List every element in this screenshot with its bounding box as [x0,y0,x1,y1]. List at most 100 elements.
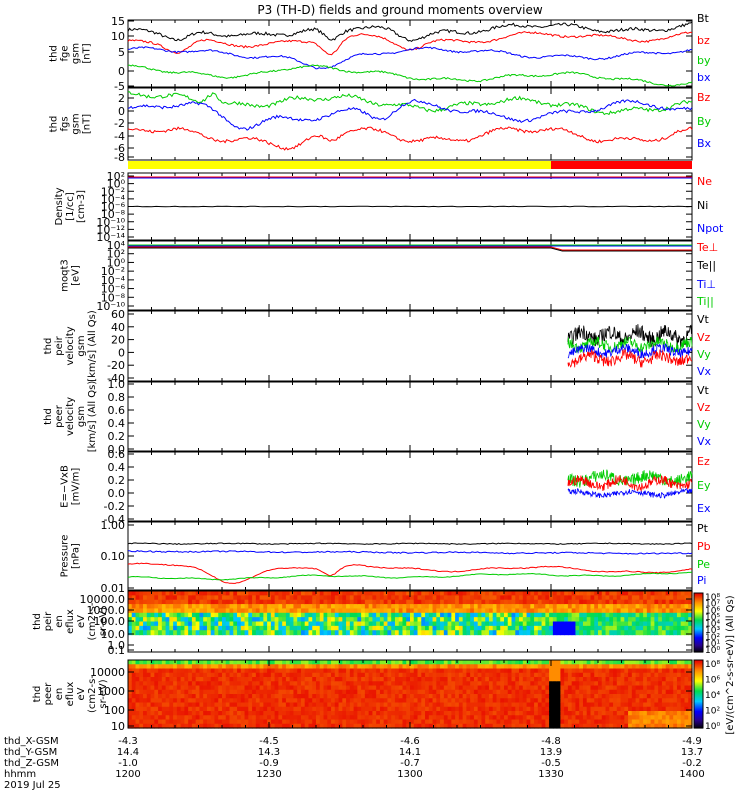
spectrogram-cell [184,595,189,601]
colorbar-cell [694,673,703,676]
colorbar-cell [694,705,703,708]
spectrogram-cell [658,668,663,674]
spectrogram-cell [146,677,152,682]
spectrogram-cell [316,630,321,636]
spectrogram-cell [312,668,317,674]
spectrogram-cell [594,677,599,682]
spectrogram-cell [436,668,441,674]
spectrogram-cell [492,621,498,627]
spectrogram-cell [545,612,550,618]
spectrogram-cell [146,702,152,708]
spectrogram-cell [650,719,655,725]
spectrogram-cell [658,711,663,716]
spectrogram-cell [368,702,373,708]
spectrogram-cell [406,604,411,610]
spectrogram-cell [511,612,516,618]
spectrogram-cell [447,685,452,691]
spectrogram-cell [541,677,546,682]
spectrogram-cell [387,599,392,605]
spectrogram-cell [327,599,332,605]
spectrogram-cell [278,660,283,665]
spectrogram-cell [440,711,445,716]
spectrogram-cell [323,677,328,682]
spectrogram-cell [515,706,520,712]
spectrogram-cell [158,681,163,687]
spectrogram-cell [575,604,580,610]
spectrogram-cell [165,660,170,665]
spectrogram-cell [278,706,283,712]
spectrogram-cell [161,630,167,636]
spectrogram-cell [519,608,524,614]
spectrogram-cell [631,591,637,596]
spectrogram-cell [624,694,629,699]
spectrogram-cell [169,711,174,716]
spectrogram-cell [579,694,584,699]
spectrogram-cell [485,711,490,716]
spectrogram-cell [500,698,505,704]
spectrogram-cell [605,672,610,678]
spectrogram-cell [601,698,607,704]
spectrogram-cell [635,677,640,682]
spectrogram-cell [255,702,261,708]
y-axis-label: velocity [65,326,76,365]
spectrogram-cell [169,694,174,699]
spectrogram-cell [361,677,366,682]
spectrogram-cell [259,672,264,678]
spectrogram-cell [515,681,520,687]
spectrogram-cell [402,672,407,678]
spectrogram-cell [338,719,343,725]
colorbar-tick-label: 10⁰ [705,646,720,656]
spectrogram-cell [334,621,340,627]
spectrogram-cell [191,681,197,687]
spectrogram-cell [421,719,426,725]
spectrogram-cell [394,719,400,725]
spectrogram-cell [135,715,140,721]
spectrogram-cell [214,672,219,678]
spectrogram-cell [665,681,671,687]
spectrogram-cell [676,599,682,605]
spectrogram-cell [436,660,441,665]
spectrogram-cell [263,677,268,682]
spectrogram-cell [631,711,637,716]
spectrogram-cell [485,681,490,687]
colorbar-cell [694,678,703,680]
spectrogram-cell [285,715,291,721]
spectrogram-cell [364,591,370,596]
spectrogram-cell [684,685,689,691]
spectrogram-cell [349,612,355,618]
spectrogram-cell [658,599,663,605]
spectrogram-cell [428,677,434,682]
spectrogram-cell [289,711,295,716]
spectrogram-cell [255,604,261,610]
spectrogram-cell [507,617,513,623]
spectrogram-cell [342,595,347,601]
spectrogram-cell [229,694,234,699]
spectrogram-cell [128,685,133,691]
spectrogram-cell [161,689,167,695]
colorbar-cell [694,670,703,672]
spectrogram-cell [214,681,219,687]
spectrogram-cell [158,668,163,674]
x-tick-label: 1400 [679,769,704,780]
spectrogram-cell [206,625,212,631]
plot-title: P3 (TH-D) fields and ground moments over… [257,3,542,17]
spectrogram-cell [161,711,167,716]
spectrogram-cell [567,664,573,670]
spectrogram-cell [188,612,193,618]
spectrogram-cell [334,672,340,678]
spectrogram-cell [334,702,340,708]
spectrogram-cell [680,723,686,729]
spectrogram-cell [244,719,249,725]
spectrogram-cell [500,723,505,729]
spectrogram-cell [252,677,257,682]
spectrogram-cell [582,715,588,721]
spectrogram-cell [203,694,208,699]
spectrogram-cell [616,595,622,601]
spectrogram-cell [579,698,584,704]
spectrogram-cell [368,604,373,610]
spectrogram-cell [131,706,137,712]
spectrogram-cell [455,617,460,623]
ephemeris-label: thd_X-GSM [4,736,59,747]
spectrogram-cell [428,698,434,704]
spectrogram-cell [477,702,483,708]
